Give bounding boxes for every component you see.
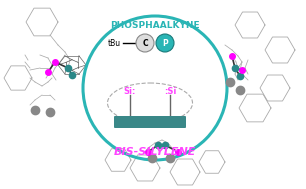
Circle shape: [136, 34, 154, 52]
Text: BIS-SILYLENE: BIS-SILYLENE: [114, 147, 196, 157]
Circle shape: [156, 34, 174, 52]
Text: C: C: [142, 39, 148, 47]
Text: :Si: :Si: [164, 87, 176, 95]
Text: Si:: Si:: [124, 87, 136, 95]
Text: PHOSPHAALKYNE: PHOSPHAALKYNE: [110, 22, 200, 30]
Text: P: P: [162, 39, 168, 47]
Text: tBu: tBu: [108, 39, 121, 47]
FancyBboxPatch shape: [114, 116, 186, 128]
